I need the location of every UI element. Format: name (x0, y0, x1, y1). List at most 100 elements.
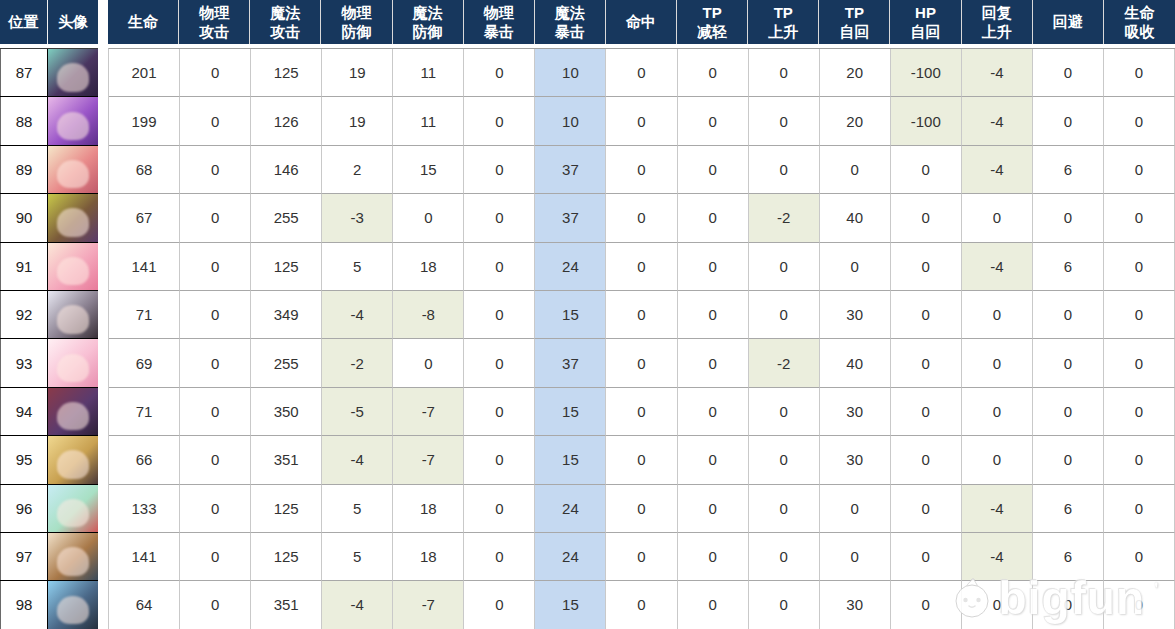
avatar-image (48, 533, 98, 580)
left-row-88: 88 (0, 97, 98, 145)
cell-97-tp-up: 0 (749, 533, 820, 581)
avatar-94[interactable] (48, 388, 98, 435)
column-header-avatar: 头像 (48, 0, 98, 44)
cell-96-hit: 0 (606, 485, 677, 533)
cell-88-magic-atk: 126 (251, 97, 322, 145)
column-header-hp: 生命 (108, 0, 179, 44)
cell-94-hp-regen: 0 (891, 388, 962, 436)
cell-97-tp-reduce: 0 (678, 533, 749, 581)
cell-90-phys-crit: 0 (464, 194, 535, 242)
avatar-97[interactable] (48, 533, 98, 580)
cell-89-recovery-up: -4 (962, 146, 1033, 194)
cell-95-recovery-up: 0 (962, 436, 1033, 484)
avatar-98[interactable] (48, 581, 98, 628)
cell-98-hp: 64 (109, 581, 180, 629)
avatar-92[interactable] (48, 291, 98, 338)
position-cell-91: 91 (0, 243, 48, 290)
column-header-recovery-up: 回复 上升 (962, 0, 1033, 44)
column-header-lifesteal: 生命 吸收 (1104, 0, 1175, 44)
cell-95-magic-atk: 351 (251, 436, 322, 484)
cell-98-phys-def: -4 (322, 581, 393, 629)
cell-97-phys-atk: 0 (180, 533, 251, 581)
position-cell-98: 98 (0, 581, 48, 628)
cell-92-hit: 0 (606, 291, 677, 339)
cell-88-tp-regen: 20 (820, 97, 891, 145)
avatar-95[interactable] (48, 436, 98, 483)
cell-89-magic-atk: 146 (251, 146, 322, 194)
cell-94-recovery-up: 0 (962, 388, 1033, 436)
avatar-image (48, 146, 98, 193)
cell-87-dodge: 0 (1033, 49, 1104, 97)
avatar-89[interactable] (48, 146, 98, 193)
cell-91-magic-def: 18 (393, 243, 464, 291)
cell-97-recovery-up: -4 (962, 533, 1033, 581)
column-header-phys-def: 物理 防御 (321, 0, 392, 44)
cell-87-tp-reduce: 0 (678, 49, 749, 97)
avatar-image (48, 388, 98, 435)
cell-97-hp: 141 (109, 533, 180, 581)
avatar-91[interactable] (48, 243, 98, 290)
cell-95-magic-crit: 15 (535, 436, 606, 484)
cell-88-recovery-up: -4 (962, 97, 1033, 145)
stats-table-page: 位置 头像 878889909192939495969798 生命物理 攻击魔法… (0, 0, 1175, 629)
cell-91-tp-reduce: 0 (678, 243, 749, 291)
cell-88-magic-crit: 10 (535, 97, 606, 145)
avatar-image (48, 49, 98, 96)
cell-94-phys-atk: 0 (180, 388, 251, 436)
cell-92-magic-def: -8 (393, 291, 464, 339)
left-row-92: 92 (0, 291, 98, 339)
cell-93-hp-regen: 0 (891, 339, 962, 387)
cell-98-tp-regen: 30 (820, 581, 891, 629)
cell-92-recovery-up: 0 (962, 291, 1033, 339)
cell-88-tp-reduce: 0 (678, 97, 749, 145)
avatar-image (48, 194, 98, 241)
cell-87-tp-regen: 20 (820, 49, 891, 97)
cell-96-tp-regen: 0 (820, 485, 891, 533)
cell-94-tp-up: 0 (749, 388, 820, 436)
left-row-89: 89 (0, 146, 98, 194)
avatar-93[interactable] (48, 339, 98, 386)
table-row-90: 670255-3003700-2400000 (109, 194, 1175, 242)
cell-98-lifesteal: 0 (1104, 581, 1175, 629)
cell-89-phys-def: 2 (322, 146, 393, 194)
cell-98-hp-regen: 0 (891, 581, 962, 629)
cell-94-hit: 0 (606, 388, 677, 436)
avatar-87[interactable] (48, 49, 98, 96)
cell-87-phys-crit: 0 (464, 49, 535, 97)
cell-94-lifesteal: 0 (1104, 388, 1175, 436)
cell-90-magic-def: 0 (393, 194, 464, 242)
avatar-image (48, 436, 98, 483)
cell-90-lifesteal: 0 (1104, 194, 1175, 242)
cell-94-hp: 71 (109, 388, 180, 436)
position-cell-97: 97 (0, 533, 48, 580)
table-row-89: 68014621503700000-460 (109, 146, 1175, 194)
cell-87-phys-atk: 0 (180, 49, 251, 97)
cell-98-magic-crit: 15 (535, 581, 606, 629)
cell-89-lifesteal: 0 (1104, 146, 1175, 194)
position-cell-92: 92 (0, 291, 48, 338)
cell-94-magic-def: -7 (393, 388, 464, 436)
cell-95-phys-crit: 0 (464, 436, 535, 484)
cell-90-hit: 0 (606, 194, 677, 242)
cell-91-recovery-up: -4 (962, 243, 1033, 291)
table-row-91: 141012551802400000-460 (109, 243, 1175, 291)
position-cell-89: 89 (0, 146, 48, 193)
cell-92-magic-atk: 349 (251, 291, 322, 339)
cell-90-hp-regen: 0 (891, 194, 962, 242)
position-cell-93: 93 (0, 339, 48, 386)
avatar-90[interactable] (48, 194, 98, 241)
avatar-88[interactable] (48, 97, 98, 144)
cell-89-tp-reduce: 0 (678, 146, 749, 194)
cell-94-magic-atk: 350 (251, 388, 322, 436)
cell-97-dodge: 6 (1033, 533, 1104, 581)
cell-90-dodge: 0 (1033, 194, 1104, 242)
cell-91-tp-regen: 0 (820, 243, 891, 291)
cell-92-phys-def: -4 (322, 291, 393, 339)
cell-89-tp-regen: 0 (820, 146, 891, 194)
cell-95-tp-regen: 30 (820, 436, 891, 484)
avatar-96[interactable] (48, 485, 98, 532)
cell-96-tp-up: 0 (749, 485, 820, 533)
left-row-93: 93 (0, 339, 98, 387)
cell-87-hp: 201 (109, 49, 180, 97)
cell-96-tp-reduce: 0 (678, 485, 749, 533)
